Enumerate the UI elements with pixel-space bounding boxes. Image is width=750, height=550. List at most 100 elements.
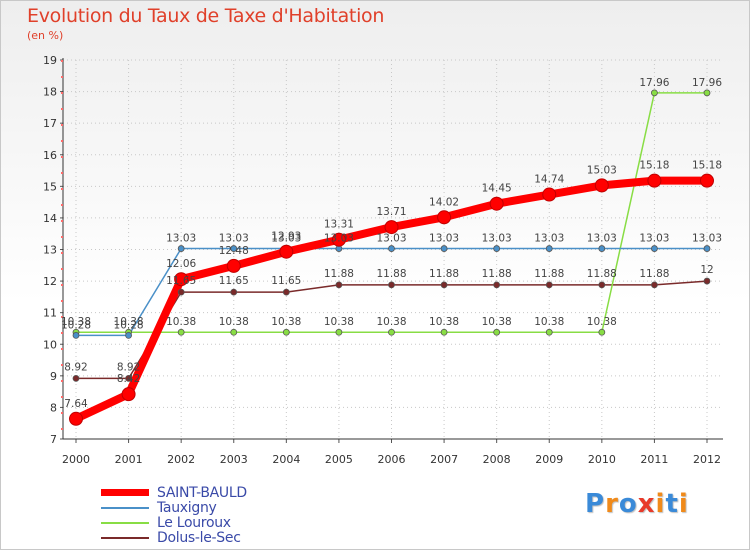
y-tick-label-16: 16 (43, 149, 57, 162)
point-le-louroux-2007 (440, 328, 448, 336)
data-label-tauxigny-2008: 13.03 (482, 233, 512, 245)
x-tick-label-2010: 2010 (588, 453, 616, 466)
x-tick-label-2003: 2003 (220, 453, 248, 466)
data-label-tauxigny-2011: 13.03 (639, 233, 669, 245)
y-tick-label-13: 13 (43, 244, 57, 257)
point-le-louroux-2011 (651, 89, 658, 97)
point-saint-bauld-2001 (121, 387, 136, 402)
data-label-le-louroux-2009: 10.38 (534, 316, 564, 328)
data-label-le-louroux-2010: 10.38 (587, 316, 617, 328)
data-label-tauxigny-2004: 13.03 (271, 233, 301, 245)
data-label-tauxigny-2006: 13.03 (376, 233, 406, 245)
y-tick-label-12: 12 (43, 275, 57, 288)
data-label-dolus-le-sec-2002: 11.65 (166, 275, 196, 287)
data-label-tauxigny-2001: 10.28 (114, 319, 144, 331)
data-label-le-louroux-2008: 10.38 (482, 316, 512, 328)
x-tick-label-2005: 2005 (325, 453, 353, 466)
point-tauxigny-2010 (598, 245, 606, 252)
y-tick-label-18: 18 (43, 86, 57, 99)
x-tick-label-2006: 2006 (378, 453, 406, 466)
y-axis-unit: (en %) (27, 29, 64, 42)
proxiti-logo: Proxiti (585, 489, 689, 519)
data-label-saint-bauld-2006: 13.71 (376, 206, 406, 218)
point-le-louroux-2005 (335, 328, 343, 336)
data-label-saint-bauld-2003: 12.48 (219, 245, 249, 257)
point-dolus-le-sec-2006 (388, 281, 395, 289)
data-label-tauxigny-2009: 13.03 (534, 233, 564, 245)
y-tick-label-19: 19 (43, 54, 57, 67)
point-saint-bauld-2006 (384, 220, 399, 235)
data-label-saint-bauld-2004: 12.93 (271, 231, 301, 243)
legend-label-saint-bauld: SAINT-BAULD (157, 485, 247, 501)
data-label-le-louroux-2012: 17.96 (692, 77, 722, 89)
data-label-saint-bauld-2001: 8.42 (117, 373, 140, 385)
data-label-le-louroux-2006: 10.38 (376, 316, 406, 328)
point-le-louroux-2002 (177, 328, 185, 336)
point-tauxigny-2009 (545, 245, 553, 252)
data-label-saint-bauld-2008: 14.45 (482, 183, 512, 195)
x-tick-label-2008: 2008 (483, 453, 511, 466)
logo-letter-1: r (605, 489, 619, 519)
point-dolus-le-sec-2003 (230, 288, 238, 296)
y-tick-label-14: 14 (43, 212, 57, 225)
point-dolus-le-sec-2012 (703, 277, 711, 285)
point-saint-bauld-2005 (331, 232, 346, 247)
legend-label-le-louroux: Le Louroux (157, 515, 231, 531)
data-label-le-louroux-2007: 10.38 (429, 316, 459, 328)
data-label-dolus-le-sec-2005: 11.88 (324, 268, 354, 280)
x-tick-label-2000: 2000 (62, 453, 90, 466)
data-label-saint-bauld-2012: 15.18 (692, 160, 722, 172)
series-labels: 8.92 8.92 11.65 11.65 11.65 11.88 11.88 11.88 11… (61, 77, 722, 410)
data-label-dolus-le-sec-2012: 12 (700, 264, 713, 276)
x-ticks: 2000 2001 2002 2003 2004 2005 2006 2007 2008 2009… (62, 453, 721, 466)
point-tauxigny-2002 (177, 245, 185, 252)
data-label-saint-bauld-2007: 14.02 (429, 196, 459, 208)
point-tauxigny-2003 (230, 245, 238, 252)
data-label-tauxigny-2005: 13.03 (324, 233, 354, 245)
logo-letter-4: i (655, 489, 666, 519)
point-le-louroux-2009 (545, 328, 553, 336)
legend-swatch-tauxigny (101, 507, 149, 509)
data-label-dolus-le-sec-2010: 11.88 (587, 268, 617, 280)
point-dolus-le-sec-2004 (282, 288, 290, 296)
point-dolus-le-sec-2000 (72, 374, 80, 382)
point-saint-bauld-2003 (226, 258, 241, 273)
data-label-dolus-le-sec-2006: 11.88 (376, 268, 406, 280)
data-label-tauxigny-2010: 13.03 (587, 233, 617, 245)
x-tick-label-2002: 2002 (167, 453, 195, 466)
point-le-louroux-2012 (703, 89, 711, 97)
legend-swatch-le-louroux (101, 522, 149, 524)
chart-title: Evolution du Taux de Taxe d'Habitation (27, 5, 385, 27)
point-saint-bauld-2004 (279, 244, 294, 259)
data-label-dolus-le-sec-2003: 11.65 (219, 275, 249, 287)
point-dolus-le-sec-2007 (440, 281, 448, 289)
data-label-le-louroux-2000: 10.38 (61, 316, 91, 328)
point-saint-bauld-2007 (437, 210, 452, 225)
data-label-dolus-le-sec-2000: 8.92 (64, 361, 87, 373)
point-dolus-le-sec-2002 (177, 288, 185, 296)
point-dolus-le-sec-2011 (651, 281, 658, 289)
y-tick-label-17: 17 (43, 117, 57, 130)
data-label-saint-bauld-2011: 15.18 (639, 160, 669, 172)
point-dolus-le-sec-2009 (545, 281, 553, 289)
point-dolus-le-sec-2010 (598, 281, 606, 289)
logo-letter-6: i (678, 489, 689, 519)
point-saint-bauld-2000 (69, 411, 83, 426)
point-tauxigny-2007 (440, 245, 448, 252)
data-label-saint-bauld-2000: 7.64 (64, 398, 88, 410)
data-label-dolus-le-sec-2001: 8.92 (117, 361, 140, 373)
data-label-le-louroux-2002: 10.38 (166, 316, 196, 328)
y-tick-label-10: 10 (43, 338, 57, 351)
logo-letter-3: x (637, 489, 656, 519)
data-label-tauxigny-2007: 13.03 (429, 233, 459, 245)
point-tauxigny-2006 (388, 245, 395, 252)
point-dolus-le-sec-2005 (335, 281, 343, 289)
series-lines (72, 92, 711, 423)
point-saint-bauld-2002 (174, 272, 189, 287)
y-tick-label-15: 15 (43, 180, 57, 193)
logo-letter-0: P (585, 489, 606, 519)
axes (60, 58, 723, 443)
point-tauxigny-2001 (125, 332, 132, 339)
data-label-tauxigny-2003: 13.03 (219, 233, 249, 245)
data-label-saint-bauld-2010: 15.03 (587, 164, 617, 176)
